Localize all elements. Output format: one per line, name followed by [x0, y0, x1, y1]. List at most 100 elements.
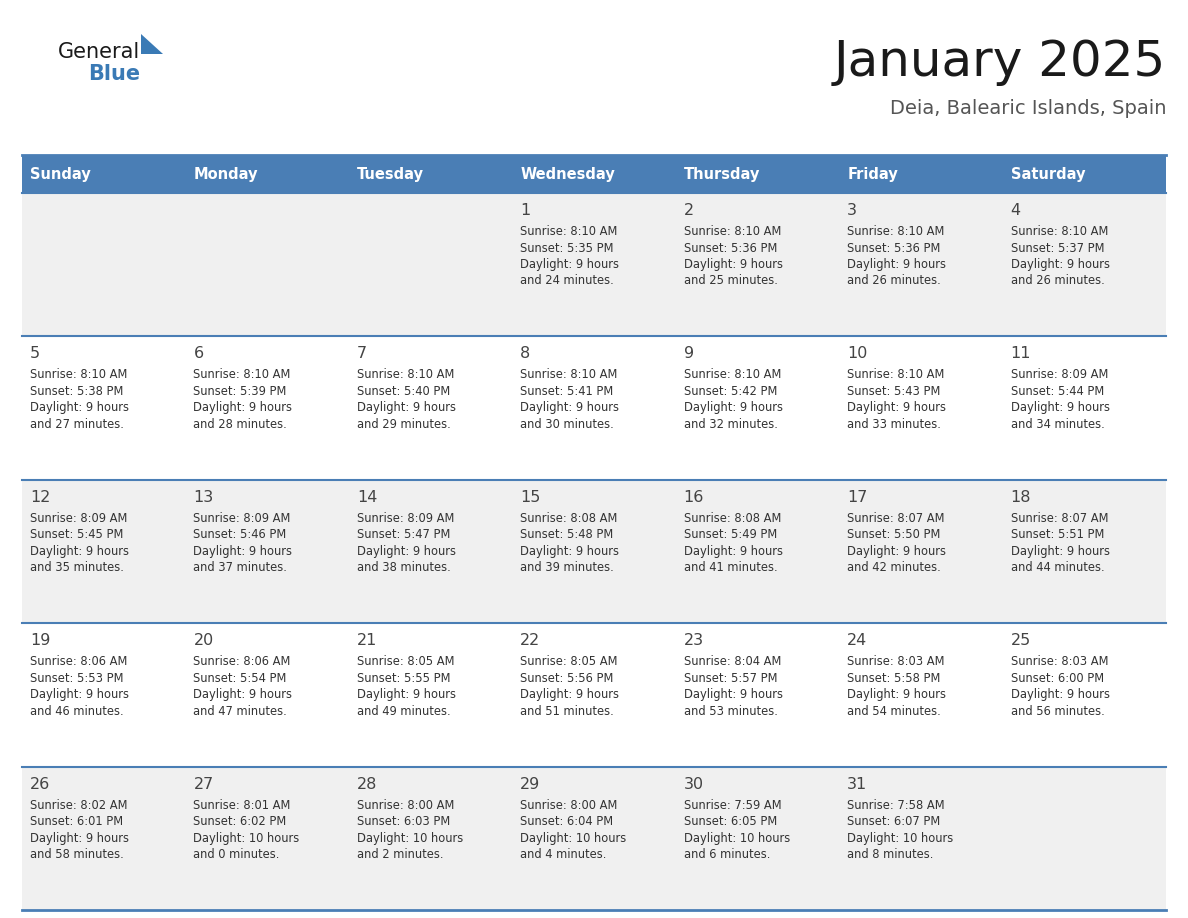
Text: Daylight: 9 hours: Daylight: 9 hours [847, 258, 946, 271]
Text: Sunrise: 8:10 AM: Sunrise: 8:10 AM [847, 368, 944, 381]
Text: 31: 31 [847, 777, 867, 791]
Text: 8: 8 [520, 346, 531, 362]
Text: 27: 27 [194, 777, 214, 791]
Text: Sunset: 6:01 PM: Sunset: 6:01 PM [30, 815, 124, 828]
Text: Daylight: 10 hours: Daylight: 10 hours [356, 832, 463, 845]
Text: Blue: Blue [88, 64, 140, 84]
Text: Sunrise: 8:10 AM: Sunrise: 8:10 AM [520, 225, 618, 238]
Text: Sunrise: 8:10 AM: Sunrise: 8:10 AM [1011, 225, 1108, 238]
Text: Sunrise: 8:06 AM: Sunrise: 8:06 AM [30, 655, 127, 668]
Text: Sunset: 5:36 PM: Sunset: 5:36 PM [684, 241, 777, 254]
Text: and 26 minutes.: and 26 minutes. [1011, 274, 1105, 287]
Text: Sunrise: 8:07 AM: Sunrise: 8:07 AM [1011, 512, 1108, 525]
Text: Sunset: 5:58 PM: Sunset: 5:58 PM [847, 672, 941, 685]
Text: Sunset: 5:54 PM: Sunset: 5:54 PM [194, 672, 286, 685]
Text: and 56 minutes.: and 56 minutes. [1011, 705, 1105, 718]
Text: 30: 30 [684, 777, 703, 791]
Text: Sunset: 5:37 PM: Sunset: 5:37 PM [1011, 241, 1104, 254]
Text: Daylight: 9 hours: Daylight: 9 hours [847, 688, 946, 701]
Text: Sunset: 6:00 PM: Sunset: 6:00 PM [1011, 672, 1104, 685]
Text: 10: 10 [847, 346, 867, 362]
Text: Sunset: 5:35 PM: Sunset: 5:35 PM [520, 241, 614, 254]
Text: Daylight: 9 hours: Daylight: 9 hours [194, 544, 292, 558]
Text: Daylight: 10 hours: Daylight: 10 hours [520, 832, 626, 845]
Text: and 2 minutes.: and 2 minutes. [356, 848, 443, 861]
Text: and 44 minutes.: and 44 minutes. [1011, 561, 1104, 575]
Text: Sunset: 5:49 PM: Sunset: 5:49 PM [684, 528, 777, 542]
Text: Daylight: 9 hours: Daylight: 9 hours [684, 688, 783, 701]
Text: Daylight: 9 hours: Daylight: 9 hours [847, 544, 946, 558]
Bar [23, 767, 1165, 910]
Text: 7: 7 [356, 346, 367, 362]
Text: Daylight: 9 hours: Daylight: 9 hours [194, 688, 292, 701]
Text: and 53 minutes.: and 53 minutes. [684, 705, 778, 718]
Text: Sunrise: 8:08 AM: Sunrise: 8:08 AM [684, 512, 781, 525]
Text: Daylight: 9 hours: Daylight: 9 hours [1011, 544, 1110, 558]
Bar [23, 155, 1165, 193]
Text: 5: 5 [30, 346, 40, 362]
Text: Sunrise: 8:10 AM: Sunrise: 8:10 AM [520, 368, 618, 381]
Text: and 42 minutes.: and 42 minutes. [847, 561, 941, 575]
Text: and 6 minutes.: and 6 minutes. [684, 848, 770, 861]
Text: and 32 minutes.: and 32 minutes. [684, 418, 778, 431]
Text: and 46 minutes.: and 46 minutes. [30, 705, 124, 718]
Text: Daylight: 10 hours: Daylight: 10 hours [684, 832, 790, 845]
Text: Sunrise: 8:03 AM: Sunrise: 8:03 AM [847, 655, 944, 668]
Text: Sunrise: 8:08 AM: Sunrise: 8:08 AM [520, 512, 618, 525]
Text: 1: 1 [520, 203, 531, 218]
Text: Sunrise: 8:10 AM: Sunrise: 8:10 AM [847, 225, 944, 238]
Text: and 41 minutes.: and 41 minutes. [684, 561, 777, 575]
Text: 16: 16 [684, 490, 704, 505]
Text: Sunrise: 8:05 AM: Sunrise: 8:05 AM [520, 655, 618, 668]
Text: and 30 minutes.: and 30 minutes. [520, 418, 614, 431]
Text: and 54 minutes.: and 54 minutes. [847, 705, 941, 718]
Text: Daylight: 9 hours: Daylight: 9 hours [30, 832, 129, 845]
Text: 19: 19 [30, 633, 50, 648]
Text: 26: 26 [30, 777, 50, 791]
Text: Sunset: 5:57 PM: Sunset: 5:57 PM [684, 672, 777, 685]
Text: Daylight: 9 hours: Daylight: 9 hours [194, 401, 292, 414]
Text: Friday: Friday [847, 166, 898, 182]
Text: and 38 minutes.: and 38 minutes. [356, 561, 450, 575]
Text: 9: 9 [684, 346, 694, 362]
Text: Daylight: 10 hours: Daylight: 10 hours [847, 832, 954, 845]
Text: and 34 minutes.: and 34 minutes. [1011, 418, 1105, 431]
Text: and 37 minutes.: and 37 minutes. [194, 561, 287, 575]
Text: Thursday: Thursday [684, 166, 760, 182]
Text: Sunrise: 7:58 AM: Sunrise: 7:58 AM [847, 799, 944, 812]
Text: Sunrise: 8:10 AM: Sunrise: 8:10 AM [30, 368, 127, 381]
Text: Sunrise: 8:00 AM: Sunrise: 8:00 AM [356, 799, 454, 812]
Text: Sunday: Sunday [30, 166, 90, 182]
Bar [23, 623, 1165, 767]
Text: and 49 minutes.: and 49 minutes. [356, 705, 450, 718]
Text: Daylight: 9 hours: Daylight: 9 hours [847, 401, 946, 414]
Text: Sunset: 5:43 PM: Sunset: 5:43 PM [847, 385, 941, 397]
Text: Daylight: 9 hours: Daylight: 9 hours [520, 544, 619, 558]
Text: Sunset: 6:05 PM: Sunset: 6:05 PM [684, 815, 777, 828]
Text: Daylight: 9 hours: Daylight: 9 hours [30, 544, 129, 558]
Text: and 4 minutes.: and 4 minutes. [520, 848, 607, 861]
Text: Sunset: 6:04 PM: Sunset: 6:04 PM [520, 815, 613, 828]
Text: Sunrise: 8:10 AM: Sunrise: 8:10 AM [356, 368, 454, 381]
Text: 14: 14 [356, 490, 378, 505]
Text: Sunset: 5:45 PM: Sunset: 5:45 PM [30, 528, 124, 542]
Text: Daylight: 9 hours: Daylight: 9 hours [1011, 688, 1110, 701]
Text: Sunrise: 7:59 AM: Sunrise: 7:59 AM [684, 799, 782, 812]
Text: and 51 minutes.: and 51 minutes. [520, 705, 614, 718]
Text: Daylight: 9 hours: Daylight: 9 hours [520, 688, 619, 701]
Text: Sunset: 5:53 PM: Sunset: 5:53 PM [30, 672, 124, 685]
Text: Sunset: 5:46 PM: Sunset: 5:46 PM [194, 528, 286, 542]
Text: and 8 minutes.: and 8 minutes. [847, 848, 934, 861]
Text: Tuesday: Tuesday [356, 166, 424, 182]
Text: Sunset: 5:42 PM: Sunset: 5:42 PM [684, 385, 777, 397]
Text: Sunrise: 8:02 AM: Sunrise: 8:02 AM [30, 799, 127, 812]
Text: Daylight: 9 hours: Daylight: 9 hours [520, 258, 619, 271]
Text: Sunset: 5:36 PM: Sunset: 5:36 PM [847, 241, 941, 254]
Text: Sunrise: 8:05 AM: Sunrise: 8:05 AM [356, 655, 454, 668]
Text: 6: 6 [194, 346, 203, 362]
Text: 23: 23 [684, 633, 703, 648]
Text: Sunrise: 8:01 AM: Sunrise: 8:01 AM [194, 799, 291, 812]
Text: Sunset: 5:50 PM: Sunset: 5:50 PM [847, 528, 941, 542]
Text: Daylight: 9 hours: Daylight: 9 hours [356, 688, 456, 701]
Text: Sunset: 5:47 PM: Sunset: 5:47 PM [356, 528, 450, 542]
